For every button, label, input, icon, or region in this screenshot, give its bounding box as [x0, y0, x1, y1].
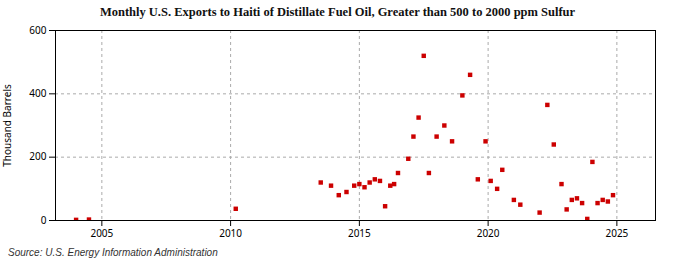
svg-text:2005: 2005: [90, 226, 113, 240]
svg-text:2010: 2010: [219, 226, 242, 240]
svg-text:2015: 2015: [348, 226, 371, 240]
svg-text:400: 400: [29, 86, 46, 100]
svg-text:2025: 2025: [605, 226, 628, 240]
svg-text:200: 200: [29, 149, 46, 163]
html-text:Source: U.S. Energy Informatio: Source: U.S. Energy Information Administ…: [8, 247, 218, 258]
svg-text:Thousand Barrels: Thousand Barrels: [0, 84, 14, 167]
svg-text:0: 0: [41, 213, 47, 227]
svg-text:2020: 2020: [477, 226, 500, 240]
html-text:Monthly U.S. Exports to Haiti: Monthly U.S. Exports to Haiti of Distill…: [99, 5, 576, 19]
svg-text:600: 600: [29, 23, 46, 37]
